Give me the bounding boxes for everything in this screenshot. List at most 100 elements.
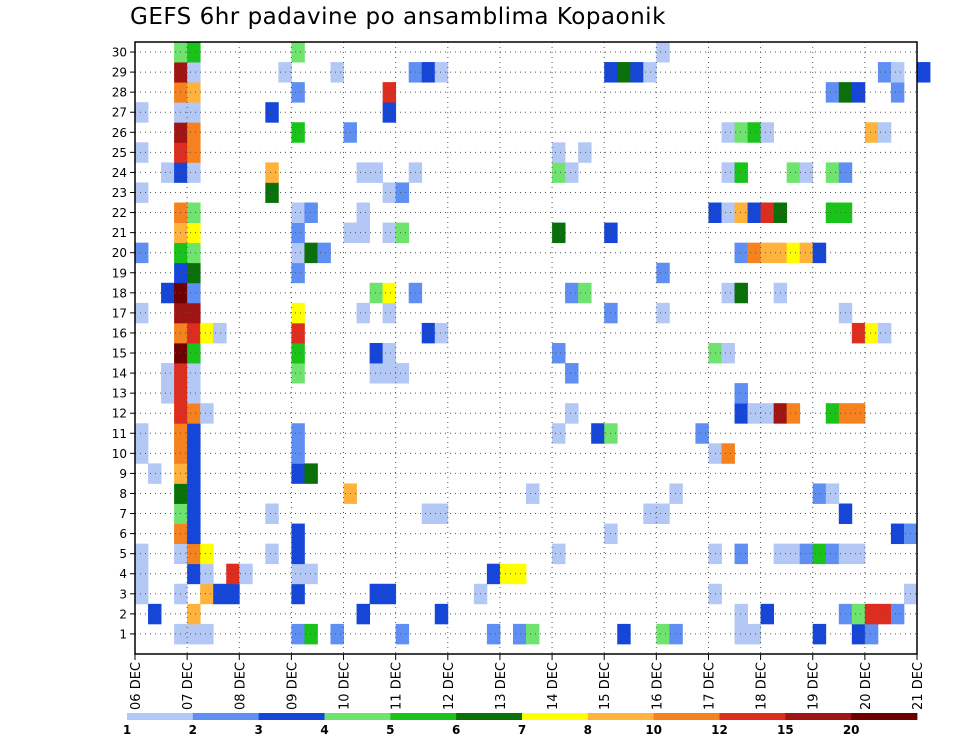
heatmap-cell — [304, 463, 318, 484]
heatmap-cell — [786, 403, 801, 424]
x-tick-label: 17 DEC — [702, 662, 717, 710]
y-tick-label: 13 — [112, 387, 127, 401]
heatmap-cell — [187, 142, 201, 163]
heatmap-cell — [291, 202, 305, 223]
colorbar-label: 10 — [645, 723, 662, 737]
heatmap-cell — [187, 342, 201, 364]
heatmap-cell — [512, 563, 527, 585]
heatmap-cell — [200, 322, 214, 344]
chart-title: GEFS 6hr padavine po ansamblima Kopaonik — [130, 4, 666, 30]
y-tick-label: 27 — [112, 106, 127, 120]
colorbar-segment — [587, 713, 655, 720]
heatmap-cell — [382, 342, 397, 364]
heatmap-cell — [161, 162, 175, 183]
y-tick-label: 16 — [112, 326, 127, 340]
heatmap-cell — [486, 623, 501, 645]
x-tick-label: 08 DEC — [233, 662, 248, 710]
heatmap-cell — [526, 623, 540, 645]
colorbar-segment — [324, 713, 391, 720]
x-tick-label: 07 DEC — [181, 662, 196, 710]
heatmap-cell — [187, 42, 201, 63]
heatmap-cell — [135, 543, 149, 565]
heatmap-cell — [851, 543, 866, 565]
heatmap-cell — [291, 242, 305, 264]
heatmap-cell — [135, 443, 149, 464]
colorbar-label: 12 — [711, 723, 728, 737]
y-tick-label: 17 — [112, 306, 127, 320]
heatmap-cell — [382, 82, 397, 103]
x-tick-label: 14 DEC — [546, 662, 561, 710]
heatmap-cell — [734, 383, 748, 404]
heatmap-cell — [617, 623, 631, 645]
x-tick-label: 13 DEC — [494, 662, 509, 710]
heatmap-cell — [382, 363, 397, 384]
heatmap-cell — [356, 162, 370, 183]
heatmap-cell — [187, 322, 201, 344]
y-tick-label: 15 — [112, 347, 127, 361]
heatmap-cell — [890, 603, 905, 625]
colorbar-label: 1 — [123, 723, 131, 737]
heatmap-cell — [864, 322, 879, 344]
colorbar: 1 2 3 4 5 6 7 8 10 12 15 20 — [123, 713, 918, 737]
heatmap-cell — [187, 463, 201, 484]
x-tick-label: 21 DEC — [911, 662, 926, 710]
heatmap-cell — [187, 122, 201, 143]
heatmap-cell — [187, 483, 201, 504]
y-tick-label: 22 — [112, 206, 127, 220]
heatmap-cell — [382, 102, 397, 123]
x-tick-label: 10 DEC — [338, 662, 353, 710]
heatmap-cell — [369, 583, 384, 605]
heatmap-cell — [135, 102, 149, 123]
y-tick-label: 12 — [112, 407, 127, 421]
heatmap-cell — [721, 342, 735, 364]
heatmap-cell — [291, 82, 305, 103]
heatmap-cell — [187, 543, 201, 565]
x-tick-label: 16 DEC — [650, 662, 665, 710]
y-tick-label: 19 — [112, 266, 127, 280]
heatmap-cell — [565, 403, 579, 424]
heatmap-cell — [825, 202, 840, 223]
plot-frame — [134, 41, 918, 655]
heatmap-cell — [187, 282, 201, 304]
heatmap-cell — [552, 142, 566, 163]
heatmap-cell — [187, 503, 201, 524]
heatmap-cell — [291, 302, 305, 324]
y-tick-label: 3 — [119, 587, 127, 601]
heatmap-cell — [786, 543, 801, 565]
y-tick-label: 24 — [112, 166, 127, 180]
heatmap-cell — [187, 423, 201, 444]
heatmap-cell — [747, 623, 761, 645]
heatmap-cell — [265, 543, 279, 565]
heatmap-cell — [265, 102, 279, 123]
heatmap-cell — [161, 282, 175, 304]
heatmap-cell — [356, 202, 370, 223]
heatmap-cell — [330, 62, 344, 83]
heatmap-cell — [187, 403, 201, 424]
heatmap-cell — [200, 403, 214, 424]
y-tick-label: 25 — [112, 146, 127, 160]
heatmap-cell — [747, 403, 761, 424]
heatmap-cell — [304, 242, 318, 264]
heatmap-cell — [851, 603, 866, 625]
x-tick-label: 19 DEC — [807, 662, 822, 710]
colorbar-label: 15 — [777, 723, 794, 737]
heatmap-cell — [382, 583, 397, 605]
heatmap-cell — [356, 222, 370, 244]
heatmap-cell — [851, 322, 866, 344]
heatmap-cell — [591, 423, 605, 444]
heatmap-cell — [734, 202, 748, 223]
heatmap-cell — [656, 302, 670, 324]
heatmap-cell — [656, 42, 670, 63]
heatmap-cell — [187, 523, 201, 545]
colorbar-label: 20 — [843, 723, 860, 737]
heatmap-cell — [187, 302, 201, 324]
heatmap-cell — [200, 563, 214, 585]
y-tick-label: 10 — [112, 447, 127, 461]
heatmap-cell — [395, 623, 410, 645]
y-tick-label: 7 — [119, 507, 127, 521]
heatmap-cell — [226, 583, 240, 605]
heatmap-cell — [317, 242, 331, 264]
colorbar-segment — [785, 713, 852, 720]
heatmap-cell — [187, 262, 201, 284]
x-tick-label: 12 DEC — [442, 662, 457, 710]
